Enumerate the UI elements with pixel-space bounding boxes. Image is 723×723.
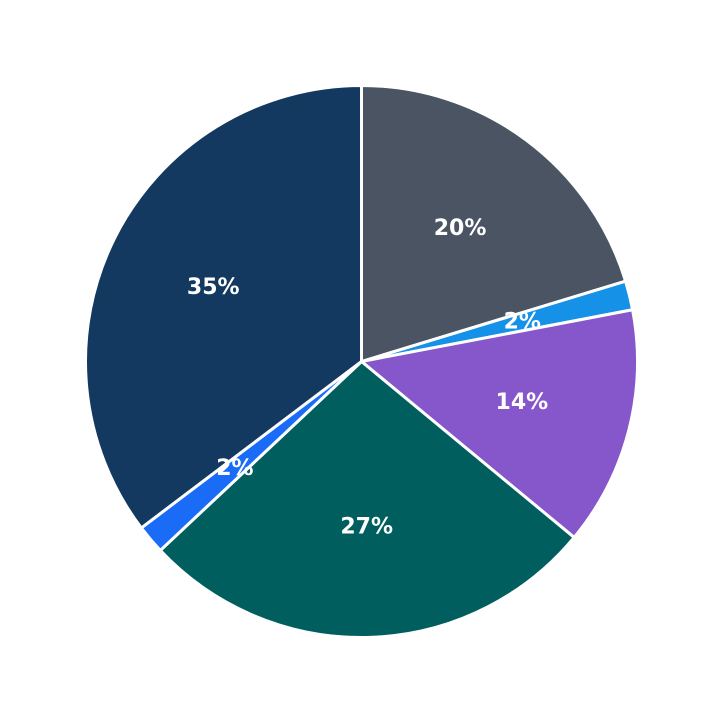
pie-slices — [84, 84, 639, 639]
pie-slice-3 — [360, 308, 639, 539]
pie-slice-4 — [158, 360, 576, 639]
slice-label-3: 14% — [496, 390, 549, 415]
slice-label-1: 20% — [434, 216, 487, 241]
pie-labels: 20% 2% 14% 27% 2% 35% — [187, 216, 548, 540]
slice-label-5: 2% — [216, 456, 253, 481]
slice-label-4: 27% — [340, 515, 393, 540]
pie-slice-1 — [360, 84, 628, 363]
slice-label-6: 35% — [187, 275, 240, 300]
slice-label-2: 2% — [504, 309, 541, 334]
pie-slice-6 — [84, 84, 363, 530]
